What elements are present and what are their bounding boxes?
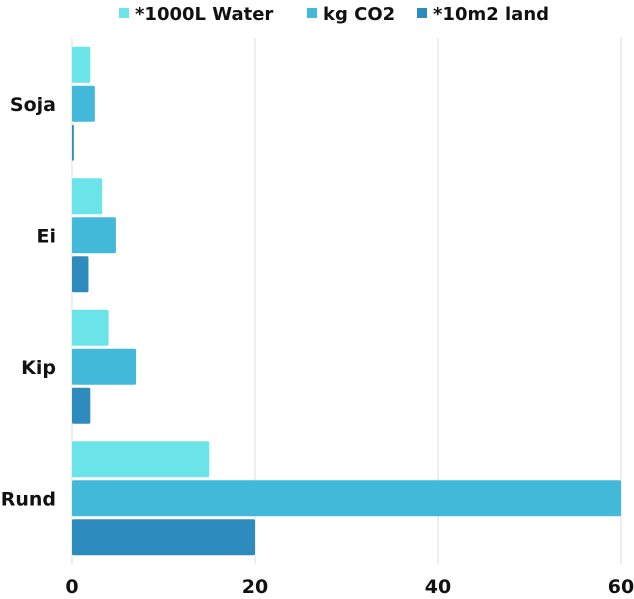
- bar-soja-series-1: [72, 46, 91, 83]
- bar-rund-series-3: [72, 519, 255, 556]
- bar-kip-series-1: [72, 309, 109, 346]
- bars: [72, 46, 621, 556]
- bar-soja-series-2: [72, 85, 95, 122]
- bar-rund-series-2: [72, 480, 621, 517]
- x-tick-labels: 0 20 40 60: [65, 576, 634, 598]
- category-label-ei: Ei: [37, 225, 57, 247]
- category-labels: Soja Ei Kip Rund: [1, 94, 56, 511]
- bar-rund-series-1: [72, 441, 210, 478]
- bar-kip-series-3: [72, 387, 91, 424]
- x-tick-label-2: 40: [425, 576, 451, 598]
- legend-label-2: kg CO2: [323, 4, 395, 25]
- legend-label-3: *10m2 land: [433, 4, 549, 25]
- category-label-soja: Soja: [10, 94, 56, 116]
- category-label-rund: Rund: [1, 488, 56, 510]
- gridlines: [71, 38, 622, 564]
- category-label-kip: Kip: [21, 357, 56, 379]
- legend-swatch-1: [119, 8, 129, 18]
- bar-ei-series-3: [72, 256, 89, 293]
- bar-soja-series-3: [72, 124, 74, 161]
- bar-ei-series-1: [72, 178, 103, 215]
- x-tick-label-3: 60: [608, 576, 634, 598]
- bar-kip-series-2: [72, 348, 137, 385]
- legend-label-1: *1000L Water: [135, 4, 273, 25]
- legend-swatch-2: [307, 8, 317, 18]
- legend-swatch-3: [417, 8, 427, 18]
- bar-ei-series-2: [72, 217, 116, 254]
- x-tick-label-1: 20: [242, 576, 268, 598]
- legend: *1000L Water kg CO2 *10m2 land: [119, 4, 549, 25]
- x-tick-label-0: 0: [65, 576, 78, 598]
